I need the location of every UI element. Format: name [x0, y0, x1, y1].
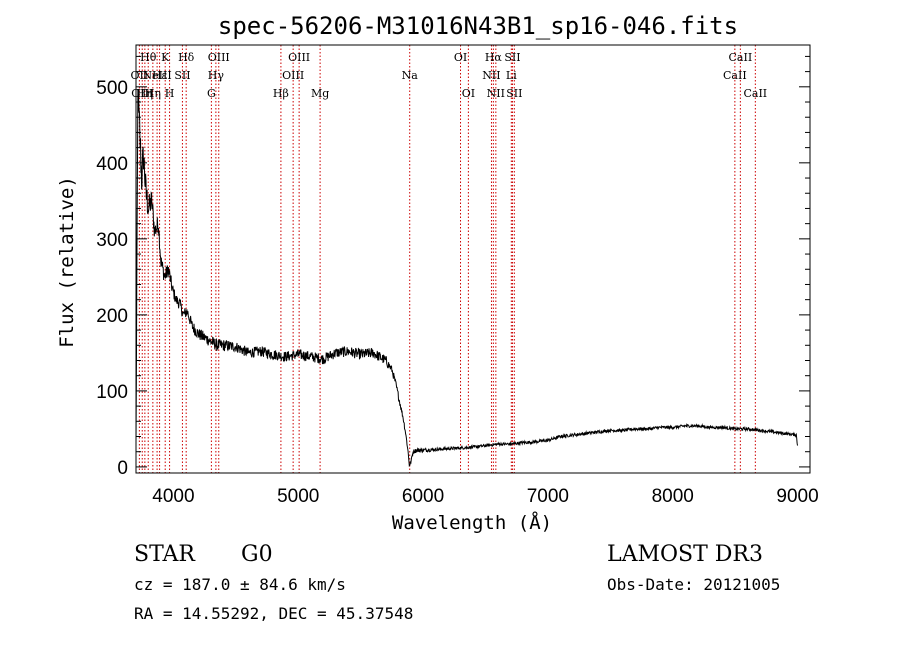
object-subclass: G0: [241, 542, 273, 567]
x-axis-ticks: 4000 5000 6000 7000 8000 9000: [152, 486, 818, 507]
line-label-hε: Hε: [152, 69, 168, 82]
y-axis-label: Flux (relative): [56, 176, 78, 348]
line-label-caii: CaII: [743, 87, 767, 100]
line-label-oii: OII: [131, 69, 149, 82]
line-label-hη: Hη: [145, 87, 161, 100]
line-label-hη: Hη: [137, 87, 153, 100]
y-tick-label: 300: [96, 230, 128, 251]
y-axis-ticks: 0 100 200 300 400 500: [96, 55, 810, 479]
line-label-nii: NII: [482, 69, 500, 82]
line-label-na: Na: [402, 69, 419, 82]
line-label-oi: OI: [454, 51, 467, 64]
line-label-mg: Mg: [311, 87, 329, 100]
line-label-hα: Hα: [485, 51, 503, 64]
y-tick-label: 100: [96, 382, 128, 403]
spectrum-trace: [135, 89, 798, 467]
y-tick-label: 200: [96, 306, 128, 327]
line-label-hδ: Hδ: [178, 51, 195, 64]
coordinates: RA = 14.55292, DEC = 45.37548: [134, 604, 413, 623]
x-tick-label: 4000: [152, 486, 194, 507]
object-class: STAR: [134, 542, 196, 567]
spectral-line-markers: [138, 45, 756, 473]
line-label-nii: NII: [487, 87, 505, 100]
line-label-hθ: Hθ: [140, 51, 157, 64]
line-label-sii: SII: [506, 87, 522, 100]
line-label-oiii: OIII: [208, 51, 230, 64]
line-label-li: Li: [506, 69, 517, 82]
line-label-caii: CaII: [723, 69, 747, 82]
line-label-k: K: [161, 51, 170, 64]
plot-frame: [135, 44, 811, 474]
x-tick-label: 5000: [277, 486, 319, 507]
y-tick-label: 500: [96, 78, 128, 99]
spectral-line-labels: OIIOIIIHηHθHηNeIIIHεKHSIIHδGHγOIIIHβOIII…: [131, 51, 768, 100]
x-tick-label: 7000: [527, 486, 569, 507]
line-label-oiii: OIII: [288, 51, 310, 64]
line-label-hβ: Hβ: [273, 87, 289, 100]
x-tick-label: 6000: [402, 486, 444, 507]
x-tick-label: 8000: [652, 486, 694, 507]
x-axis-label: Wavelength (Å): [392, 511, 552, 534]
y-tick-label: 400: [96, 154, 128, 175]
line-label-oi: OI: [462, 87, 475, 100]
x-tick-label: 9000: [776, 486, 818, 507]
survey-name: LAMOST DR3: [607, 542, 763, 567]
line-label-sii: SII: [504, 51, 520, 64]
line-label-g: G: [207, 87, 216, 100]
line-label-h: H: [165, 87, 175, 100]
line-label-caii: CaII: [729, 51, 753, 64]
line-label-oiii: OIII: [131, 87, 153, 100]
observation-date: Obs-Date: 20121005: [607, 575, 780, 594]
chart-title: spec-56206-M31016N43B1_sp16-046.fits: [218, 12, 738, 40]
line-label-sii: SII: [174, 69, 190, 82]
y-tick-label: 0: [117, 458, 128, 479]
line-label-hγ: Hγ: [208, 69, 225, 82]
line-label-oiii: OIII: [282, 69, 304, 82]
redshift-velocity: cz = 187.0 ± 84.6 km/s: [134, 575, 346, 594]
line-label-neiii: NeIII: [143, 69, 172, 82]
